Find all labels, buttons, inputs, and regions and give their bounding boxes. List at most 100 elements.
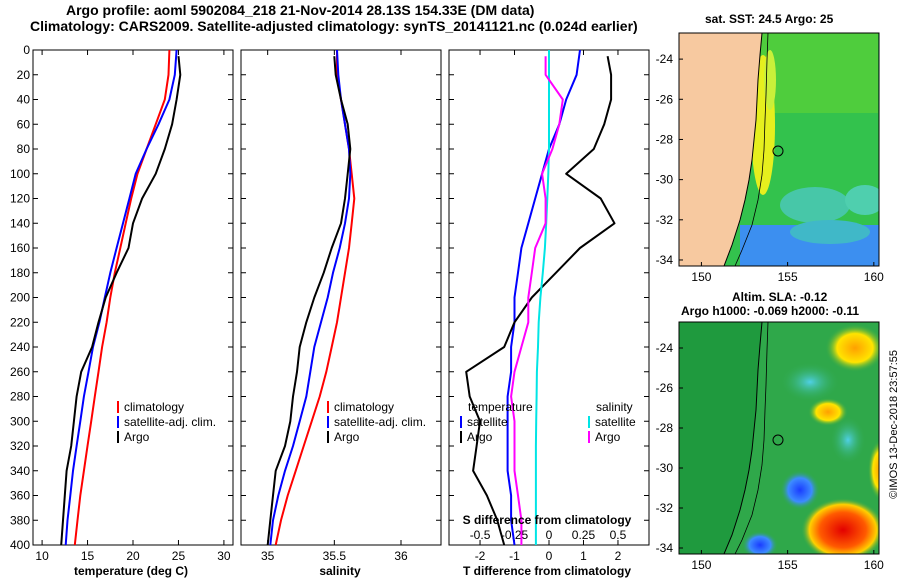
legend-label-climatology: climatology — [334, 400, 394, 414]
y-tick-label: 0 — [23, 43, 30, 57]
series-argo-line — [60, 56, 182, 546]
x2-tick-label: 0.5 — [610, 528, 627, 542]
sst-map-frame — [678, 32, 880, 267]
x-axis-label-temperature: temperature (deg C) — [74, 564, 188, 578]
lat-tick-label: -28 — [656, 421, 674, 435]
series-temperature-satellite-line — [506, 49, 581, 546]
legend-header-temperature: temperature — [468, 400, 533, 414]
legend-label-t-satellite: satellite — [467, 415, 508, 429]
y-tick-label: 220 — [10, 315, 30, 329]
sst-argo-location-marker — [772, 145, 784, 157]
sla-map-title-2: Argo h1000: -0.069 h2000: -0.11 — [681, 304, 860, 318]
sla-low-eddy — [780, 470, 820, 510]
legend-label-argo: Argo — [124, 430, 150, 444]
legend-label-climatology: climatology — [124, 400, 184, 414]
legend-label-s-argo: Argo — [595, 430, 621, 444]
chart-layer: 0204060801001201401601802002202402602803… — [10, 43, 649, 563]
x-tick-label: 15 — [81, 549, 95, 563]
lat-tick-label: -34 — [656, 253, 674, 267]
temperature-panel-frame — [32, 49, 234, 546]
y-tick-label: 400 — [10, 538, 30, 552]
x-axis-label-salinity: salinity — [319, 564, 361, 578]
temperature-legend: climatology satellite-adj. clim. Argo — [117, 400, 216, 444]
lat-tick-label: -30 — [656, 461, 674, 475]
lat-tick-label: -32 — [656, 213, 674, 227]
y-tick-label: 340 — [10, 464, 30, 478]
series-salinity-satellite-line — [534, 50, 550, 545]
lon-tick-label: 150 — [691, 558, 711, 572]
sla-cyan-eddy-2 — [830, 416, 866, 464]
lon-tick-label: 150 — [691, 270, 711, 284]
y-tick-label: 200 — [10, 291, 30, 305]
y-tick-label: 180 — [10, 266, 30, 280]
lat-tick-label: -30 — [656, 173, 674, 187]
y-tick-label: 300 — [10, 414, 30, 428]
x2-tick-label: 0.25 — [572, 528, 596, 542]
lat-tick-label: -26 — [656, 92, 674, 106]
series-temperature-argo-line — [465, 56, 616, 546]
x-tick-label: -2 — [475, 549, 486, 563]
y-tick-label: 120 — [10, 192, 30, 206]
sla-shelf-contour — [734, 322, 769, 554]
lat-tick-label: -24 — [656, 341, 674, 355]
y-tick-label: 160 — [10, 241, 30, 255]
sst-map — [679, 33, 879, 266]
legend-label-s-satellite: satellite — [595, 415, 636, 429]
x-tick-label: 36 — [394, 549, 408, 563]
y-tick-label: 20 — [17, 68, 31, 82]
legend-header-salinity: salinity — [596, 400, 633, 414]
y-tick-label: 320 — [10, 439, 30, 453]
sla-high-eddy — [801, 498, 879, 554]
sst-warm-patch — [760, 33, 878, 113]
legend-label-t-argo: Argo — [467, 430, 493, 444]
salinity-legend: climatology satellite-adj. clim. Argo — [327, 400, 426, 444]
y-tick-label: 140 — [10, 216, 30, 230]
sla-land — [679, 322, 762, 554]
y-tick-label: 280 — [10, 390, 30, 404]
lat-tick-label: -28 — [656, 132, 674, 146]
lat-tick-label: -24 — [656, 52, 674, 66]
y-tick-label: 100 — [10, 167, 30, 181]
x2-tick-label: -0.5 — [470, 528, 491, 542]
sla-map-axes: -24 -26 -28 -30 -32 -34 150 155 160 — [656, 341, 885, 572]
x-tick-label: -1 — [509, 549, 520, 563]
lon-tick-label: 160 — [864, 558, 884, 572]
title-line-1: Argo profile: aoml 5902084_218 21-Nov-20… — [66, 2, 535, 18]
x-tick-label: 35.5 — [323, 549, 347, 563]
y-tick-label: 60 — [17, 117, 31, 131]
sla-map-title-1: Altim. SLA: -0.12 — [732, 290, 828, 304]
legend-label-satellite-adj: satellite-adj. clim. — [334, 415, 426, 429]
sst-cyan-eddy-2 — [845, 185, 879, 215]
series-salinity-argo-line — [510, 56, 564, 545]
title-line-2: Climatology: CARS2009. Satellite-adjuste… — [30, 18, 638, 34]
temperature-panel: 0 20 40 60 80 100 120 140 160 180 200 220 240 260 280 3… — [10, 43, 233, 563]
sla-high-north — [825, 324, 879, 372]
x2-tick-label: 0 — [546, 528, 553, 542]
lat-tick-label: -32 — [656, 501, 674, 515]
sla-argo-location-marker — [772, 434, 784, 446]
sst-land — [679, 33, 762, 266]
x-tick-label: 30 — [217, 549, 231, 563]
x-tick-label: 25 — [172, 549, 186, 563]
sla-high-east — [868, 440, 879, 500]
sla-coastline — [723, 322, 763, 554]
sla-low-eddy-2 — [742, 531, 778, 554]
series-argo-line — [266, 56, 352, 546]
x-tick-label: 0 — [546, 549, 553, 563]
lat-tick-label: -34 — [656, 541, 674, 555]
x-axis-label-t-difference: T difference from climatology — [463, 564, 631, 578]
y-tick-label: 240 — [10, 340, 30, 354]
sla-high-center — [808, 398, 848, 426]
series-climatology-line — [73, 49, 171, 546]
y-tick-label: 360 — [10, 489, 30, 503]
lon-tick-label: 155 — [778, 270, 798, 284]
lon-tick-label: 160 — [864, 270, 884, 284]
sla-map — [679, 322, 879, 554]
sst-cyan-eddy — [780, 187, 850, 223]
x-tick-label: 20 — [126, 549, 140, 563]
x-tick-label: 10 — [35, 549, 49, 563]
sst-shelf-contour — [734, 33, 769, 266]
sla-map-frame — [678, 321, 880, 555]
legend-label-argo: Argo — [334, 430, 360, 444]
